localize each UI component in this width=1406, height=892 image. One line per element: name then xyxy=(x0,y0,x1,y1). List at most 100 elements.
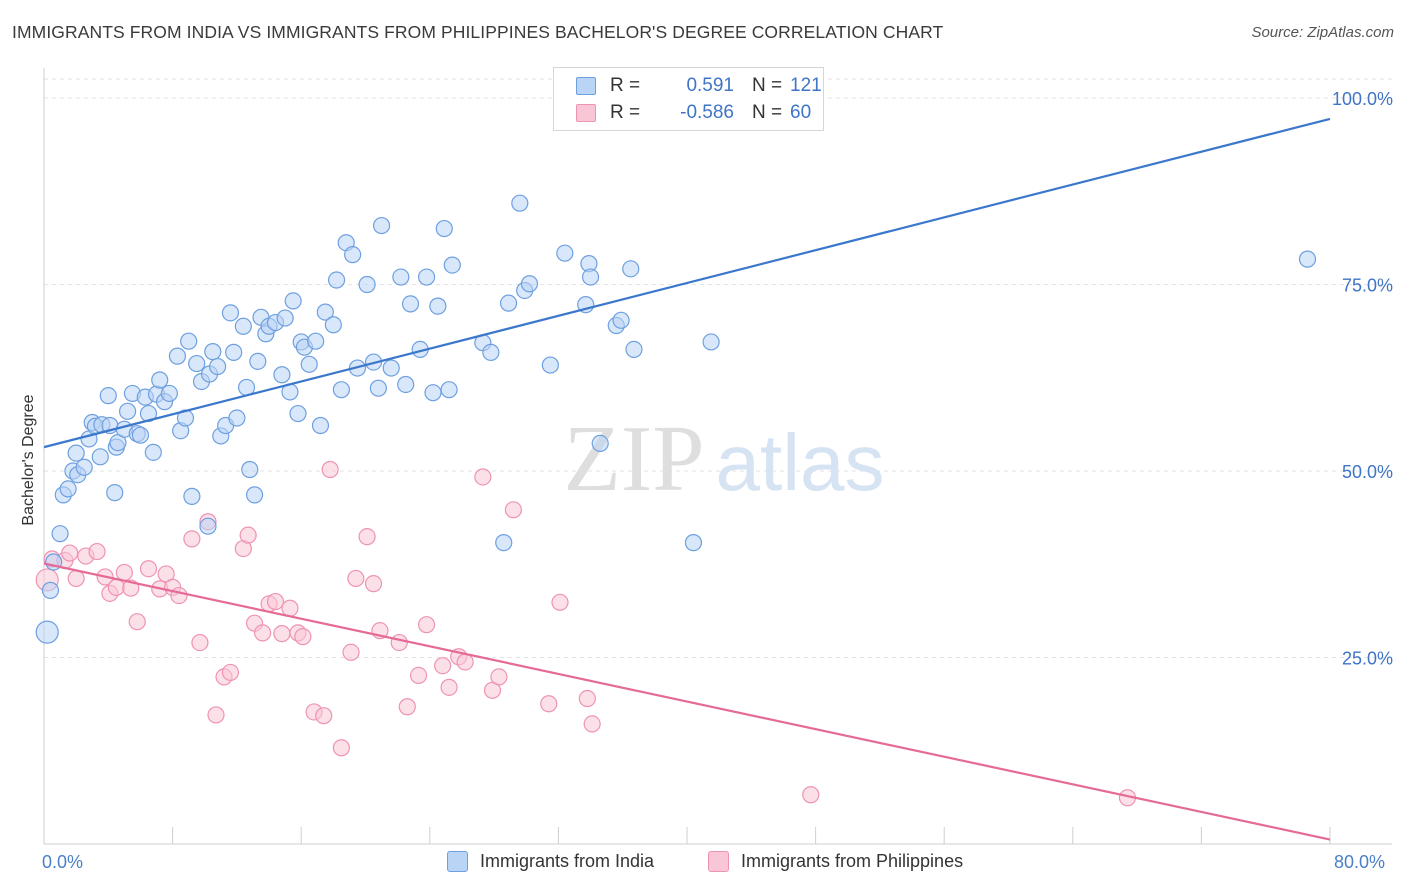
series-legend: Immigrants from India Immigrants from Ph… xyxy=(0,851,1406,877)
india-point xyxy=(311,416,330,435)
india-point xyxy=(625,340,643,359)
philippines-point xyxy=(583,715,601,733)
india-point xyxy=(289,404,307,423)
philippines-point xyxy=(551,593,569,611)
india-point xyxy=(417,268,436,286)
r-value-india: 0.591 xyxy=(686,75,734,96)
philippines-point xyxy=(490,668,508,686)
philippines-point xyxy=(474,468,492,486)
india-point xyxy=(612,311,630,329)
india-point xyxy=(401,295,420,313)
y-tick-labels: 25.0% 50.0% 75.0% 100.0% xyxy=(1332,89,1393,669)
india-point xyxy=(276,309,294,327)
watermark: ZIP atlas xyxy=(564,407,885,511)
philippines-point xyxy=(122,579,140,597)
india-point xyxy=(91,448,109,466)
philippines-point xyxy=(191,633,209,652)
india-point xyxy=(151,371,169,389)
india-point xyxy=(591,434,609,452)
philippines-point xyxy=(802,786,820,804)
philippines-point xyxy=(107,578,125,596)
india-point xyxy=(75,458,93,476)
n-value-philippines: 60 xyxy=(790,102,812,123)
india-point xyxy=(702,333,720,351)
india-point xyxy=(332,381,350,399)
legend-row-philippines: R = -0.586 N = 60 xyxy=(576,100,811,126)
y-tick-label: 100.0% xyxy=(1332,89,1393,109)
india-point xyxy=(495,534,513,552)
legend-label-india: Immigrants from India xyxy=(480,851,655,871)
india-point xyxy=(684,534,703,552)
india-point xyxy=(99,387,117,405)
philippines-trend-line xyxy=(43,562,1331,841)
axis-layer xyxy=(43,68,1392,845)
india-point xyxy=(228,409,246,427)
philippines-point xyxy=(332,739,350,757)
india-point xyxy=(241,460,259,479)
india-point xyxy=(160,384,178,403)
philippines-points xyxy=(35,460,1137,807)
philippines-point xyxy=(540,695,558,713)
philippines-point xyxy=(578,689,596,708)
india-point xyxy=(59,480,77,498)
correlation-legend: R = 0.591 N = 121 R = -0.586 N = 60 xyxy=(553,67,824,131)
r-label: R = xyxy=(610,75,641,96)
philippines-point xyxy=(88,542,106,561)
philippines-point xyxy=(239,526,257,544)
india-point xyxy=(35,620,59,644)
n-value-india: 121 xyxy=(790,75,822,96)
n-label: N = xyxy=(752,102,783,123)
philippines-point xyxy=(128,613,146,631)
india-point xyxy=(221,304,240,322)
india-point xyxy=(429,297,447,315)
philippines-point xyxy=(456,653,474,671)
india-point xyxy=(307,332,325,350)
philippines-point xyxy=(364,575,383,593)
philippines-swatch xyxy=(576,104,596,122)
india-point xyxy=(440,381,458,399)
legend-item-philippines[interactable]: Immigrants from Philippines xyxy=(708,851,963,872)
philippines-point xyxy=(139,560,158,578)
legend-label-philippines: Immigrants from Philippines xyxy=(741,851,964,871)
philippines-point xyxy=(254,624,272,642)
india-point xyxy=(622,260,640,278)
india-point xyxy=(358,275,376,294)
india-point xyxy=(327,271,346,289)
philippines-point xyxy=(417,616,436,634)
india-point xyxy=(581,268,600,286)
philippines-point xyxy=(398,698,416,716)
philippines-point xyxy=(61,544,79,562)
india-point xyxy=(316,303,334,321)
india-point xyxy=(234,317,252,335)
india-point xyxy=(372,216,391,235)
india-point xyxy=(300,355,318,373)
philippines-legend-swatch xyxy=(708,851,729,872)
y-tick-label: 75.0% xyxy=(1342,276,1393,296)
philippines-point xyxy=(294,628,312,646)
r-label: R = xyxy=(610,102,641,123)
philippines-point xyxy=(434,657,452,675)
legend-item-india[interactable]: Immigrants from India xyxy=(447,851,654,872)
india-point xyxy=(284,292,302,310)
india-point xyxy=(344,246,362,264)
philippines-point xyxy=(347,569,365,588)
india-point xyxy=(188,354,206,373)
india-point xyxy=(392,268,410,286)
india-point xyxy=(180,332,198,350)
india-point xyxy=(204,343,222,361)
india-point xyxy=(106,484,124,502)
india-point xyxy=(499,294,518,312)
india-point xyxy=(556,244,574,262)
india-point xyxy=(324,316,342,334)
india-point xyxy=(67,444,85,462)
philippines-point xyxy=(67,569,85,588)
philippines-point xyxy=(440,678,458,696)
india-legend-swatch xyxy=(447,851,468,872)
watermark-zip: ZIP xyxy=(564,407,705,511)
india-point xyxy=(511,194,529,212)
india-point xyxy=(168,347,187,365)
india-point xyxy=(482,343,500,361)
chart-title: IMMIGRANTS FROM INDIA VS IMMIGRANTS FROM… xyxy=(12,22,944,42)
india-point xyxy=(369,379,387,397)
philippines-point xyxy=(342,643,360,661)
